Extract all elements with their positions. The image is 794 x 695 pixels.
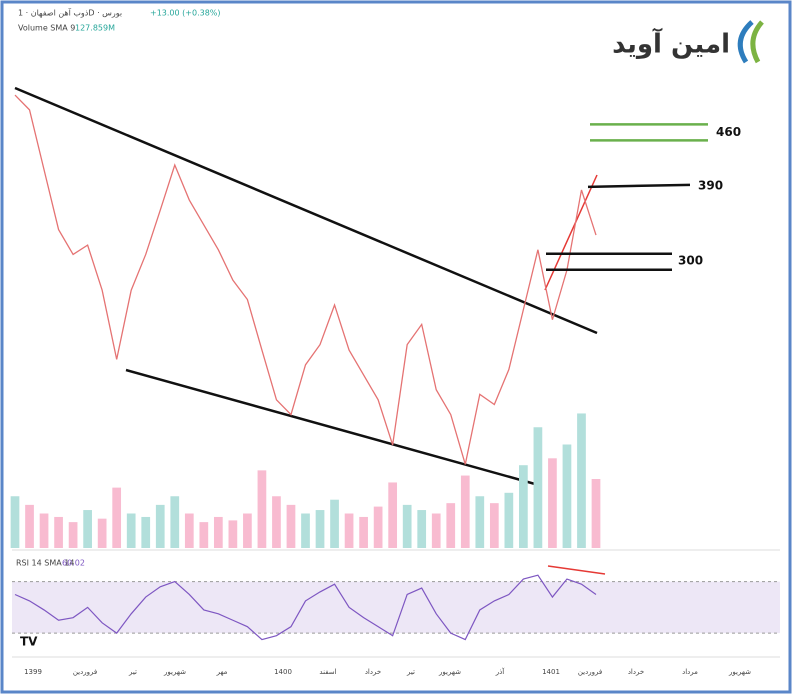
rsi-line — [14, 574, 597, 641]
volume-bar — [257, 470, 267, 548]
volume-bar — [591, 479, 601, 548]
volume-bar — [417, 510, 427, 548]
volume-bar — [155, 504, 165, 548]
x-tick-label: آذر — [495, 667, 505, 676]
rsi-label: RSI 14 SMA 14 — [16, 559, 74, 568]
x-tick-label: فروردین — [578, 668, 602, 676]
x-tick-label: تیر — [128, 668, 137, 676]
level-label: 390 — [698, 178, 723, 192]
trend-line — [125, 368, 536, 486]
x-tick-label: مهر — [216, 668, 228, 676]
price-line — [14, 94, 597, 465]
volume-bar — [97, 518, 107, 548]
volume-bar — [141, 516, 151, 548]
volume-label: Volume SMA 9 — [18, 24, 75, 33]
volume-bar — [330, 499, 339, 548]
volume-bar — [533, 427, 543, 548]
level-label: 300 — [678, 253, 703, 267]
x-tick-label: 1399 — [24, 668, 42, 676]
level-line — [587, 183, 691, 189]
volume-bar — [402, 504, 412, 548]
x-tick-label: 1400 — [274, 668, 292, 676]
logo-icon — [737, 20, 764, 64]
volume-bar — [213, 516, 223, 548]
volume-bar — [170, 496, 180, 548]
volume-bar — [388, 482, 398, 548]
x-tick-label: شهریور — [728, 668, 751, 676]
volume-bar — [431, 513, 441, 548]
volume-bar — [25, 504, 34, 548]
volume-bar — [373, 506, 383, 548]
volume-bar — [446, 503, 456, 548]
symbol: ذوب آهن اصفهان · 1D · بورس — [18, 8, 122, 18]
level-label: 460 — [716, 125, 741, 139]
x-tick-label: شهریور — [438, 668, 461, 676]
x-tick-label: فروردین — [73, 668, 97, 676]
x-tick-label: اسفند — [319, 668, 336, 676]
rsi-last: 60.02 — [62, 559, 85, 568]
change: +13.00 (+0.38%) — [150, 9, 221, 18]
volume-bar — [489, 503, 499, 548]
volume-bar — [548, 458, 557, 548]
x-tick-label: خرداد — [628, 668, 644, 676]
volume-bar — [68, 522, 78, 548]
volume-bar — [54, 516, 63, 548]
trend-line — [14, 86, 598, 335]
volume-bar — [519, 465, 528, 548]
x-tick-label: خرداد — [365, 668, 381, 676]
volume-bar — [228, 520, 238, 548]
tv-logo: TV — [20, 635, 38, 649]
volume-bar — [286, 504, 296, 548]
volume-bar — [10, 496, 20, 548]
volume-bar — [301, 513, 310, 548]
volume-bar — [359, 516, 368, 548]
volume-bar — [577, 413, 586, 548]
divergence-line — [547, 565, 606, 575]
volume-bar — [315, 510, 325, 548]
logo: امین آوید — [612, 28, 730, 60]
volume-bar — [83, 510, 92, 548]
x-tick-label: مرداد — [682, 668, 698, 676]
volume-bar — [243, 513, 252, 548]
x-tick-label: 1401 — [542, 668, 560, 676]
volume-bar — [272, 496, 281, 548]
volume-bar — [344, 513, 354, 548]
volume-bar — [112, 487, 122, 548]
x-tick-label: شهریور — [163, 668, 186, 676]
volume-bar — [562, 444, 572, 548]
volume-bar — [475, 496, 485, 548]
x-tick-label: تیر — [406, 668, 415, 676]
volume-bar — [184, 513, 194, 548]
volume-bar — [504, 492, 514, 548]
volume-bar — [199, 522, 209, 548]
volume-bar — [39, 513, 49, 548]
volume-bar — [460, 475, 470, 548]
volume-sma: 127.859M — [75, 24, 115, 33]
volume-bar — [126, 513, 136, 548]
